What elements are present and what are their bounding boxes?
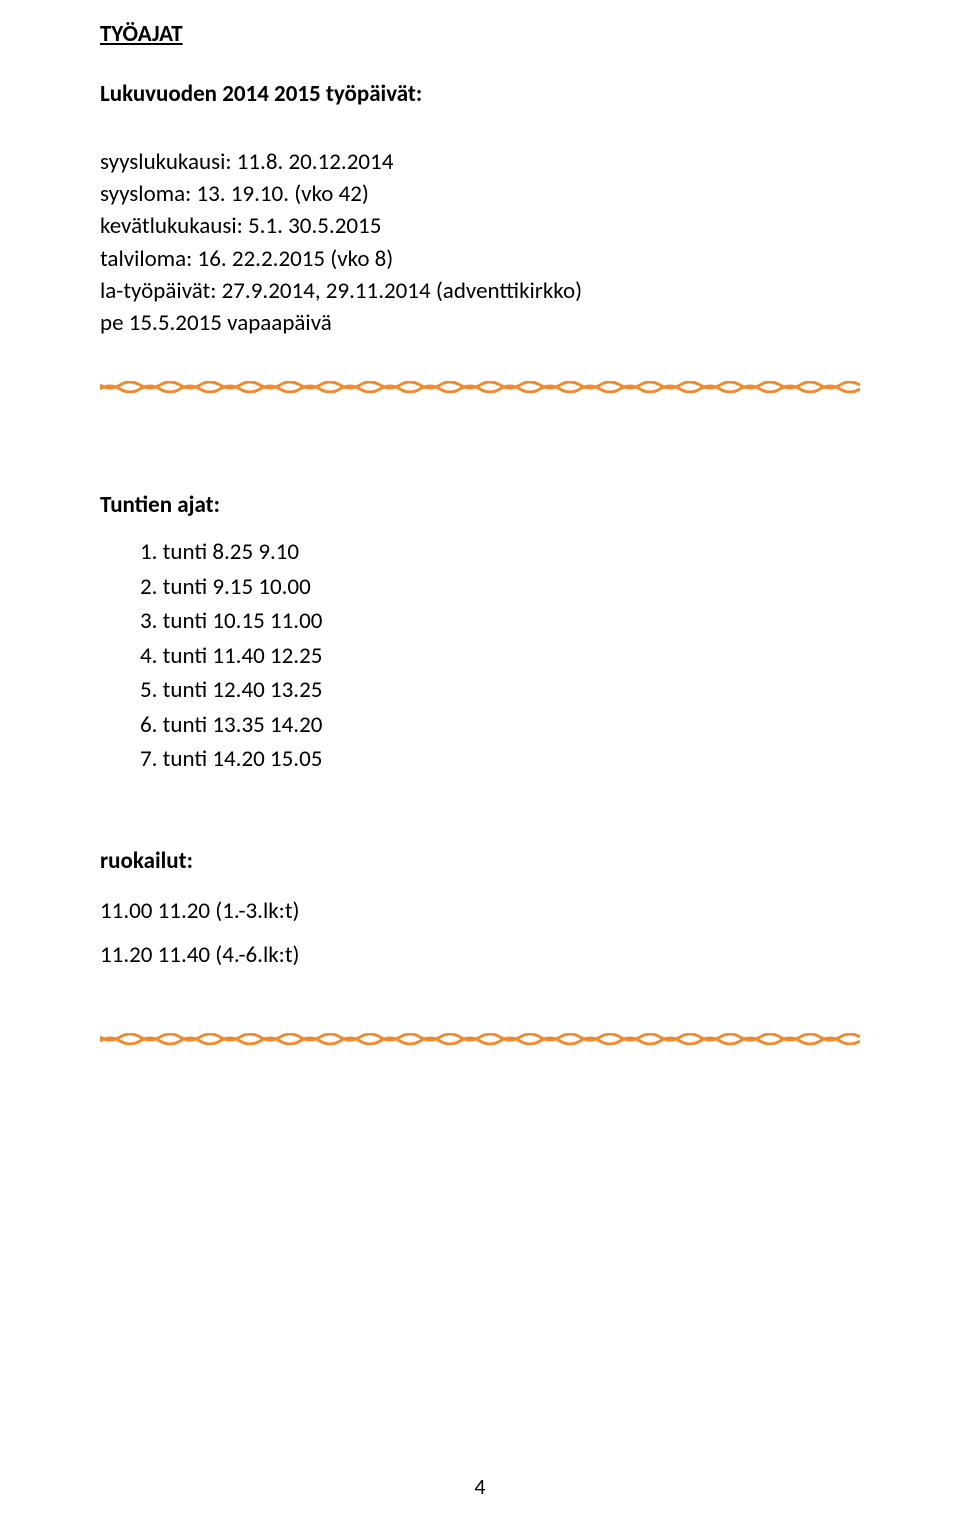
list-item: 2. tunti 9.15 10.00 [140, 570, 860, 605]
list-item: 3. tunti 10.15 11.00 [140, 604, 860, 639]
page-title: TYÖAJAT [100, 20, 860, 48]
lesson-times-heading: Tuntien ajat: [100, 491, 860, 519]
list-item: 6. tunti 13.35 14.20 [140, 708, 860, 743]
workdays-line: syyslukukausi: 11.8. 20.12.2014 [100, 146, 860, 178]
list-item: 7. tunti 14.20 15.05 [140, 742, 860, 777]
workdays-section: Lukuvuoden 2014 2015 työpäivät: syysluku… [100, 80, 860, 339]
wavy-divider [100, 1031, 860, 1043]
meals-line: 11.00 11.20 (1.-3.lk:t) [100, 895, 860, 927]
workdays-line: kevätlukukausi: 5.1. 30.5.2015 [100, 210, 860, 242]
workdays-line: talviloma: 16. 22.2.2015 (vko 8) [100, 243, 860, 275]
workdays-line: syysloma: 13. 19.10. (vko 42) [100, 178, 860, 210]
meals-line: 11.20 11.40 (4.-6.lk:t) [100, 939, 860, 971]
workdays-line: la-työpäivät: 27.9.2014, 29.11.2014 (adv… [100, 275, 860, 307]
list-item: 4. tunti 11.40 12.25 [140, 639, 860, 674]
lesson-times-list: 1. tunti 8.25 9.10 2. tunti 9.15 10.00 3… [100, 535, 860, 777]
meals-heading: ruokailut: [100, 847, 860, 875]
workdays-line: pe 15.5.2015 vapaapäivä [100, 307, 860, 339]
lesson-times-section: Tuntien ajat: 1. tunti 8.25 9.10 2. tunt… [100, 491, 860, 777]
list-item: 5. tunti 12.40 13.25 [140, 673, 860, 708]
wavy-divider [100, 379, 860, 391]
list-item: 1. tunti 8.25 9.10 [140, 535, 860, 570]
meals-section: ruokailut: 11.00 11.20 (1.-3.lk:t) 11.20… [100, 847, 860, 971]
workdays-heading: Lukuvuoden 2014 2015 työpäivät: [100, 80, 860, 108]
page-number: 4 [474, 1473, 485, 1500]
